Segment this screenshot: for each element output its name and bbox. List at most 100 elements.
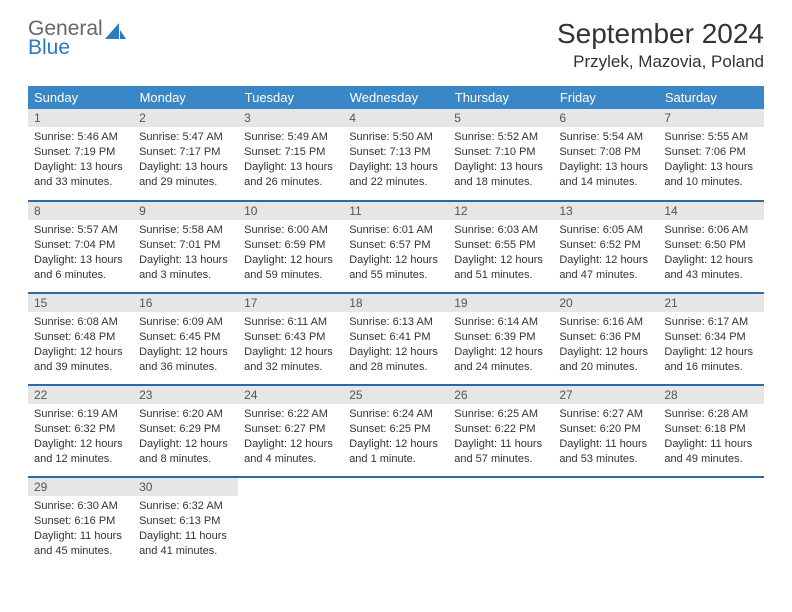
day-details: Sunrise: 5:47 AMSunset: 7:17 PMDaylight:… (133, 127, 238, 193)
weekday-wed: Wednesday (343, 86, 448, 109)
calendar-cell: 2Sunrise: 5:47 AMSunset: 7:17 PMDaylight… (133, 109, 238, 201)
day-number: 25 (343, 386, 448, 404)
calendar-cell: 6Sunrise: 5:54 AMSunset: 7:08 PMDaylight… (553, 109, 658, 201)
day-number: 21 (658, 294, 763, 312)
day-details: Sunrise: 5:57 AMSunset: 7:04 PMDaylight:… (28, 220, 133, 286)
calendar-cell: 25Sunrise: 6:24 AMSunset: 6:25 PMDayligh… (343, 385, 448, 477)
logo-line2: Blue (28, 37, 103, 58)
calendar-cell: 13Sunrise: 6:05 AMSunset: 6:52 PMDayligh… (553, 201, 658, 293)
page-header: General Blue September 2024 Przylek, Maz… (0, 0, 792, 80)
day-details: Sunrise: 6:32 AMSunset: 6:13 PMDaylight:… (133, 496, 238, 562)
calendar-week: 15Sunrise: 6:08 AMSunset: 6:48 PMDayligh… (28, 293, 764, 385)
day-number: 22 (28, 386, 133, 404)
day-number: 3 (238, 109, 343, 127)
day-number: 10 (238, 202, 343, 220)
day-details: Sunrise: 5:52 AMSunset: 7:10 PMDaylight:… (448, 127, 553, 193)
day-number: 23 (133, 386, 238, 404)
day-details: Sunrise: 6:25 AMSunset: 6:22 PMDaylight:… (448, 404, 553, 470)
day-details: Sunrise: 5:58 AMSunset: 7:01 PMDaylight:… (133, 220, 238, 286)
weekday-thu: Thursday (448, 86, 553, 109)
day-details: Sunrise: 6:05 AMSunset: 6:52 PMDaylight:… (553, 220, 658, 286)
day-number: 15 (28, 294, 133, 312)
day-number: 17 (238, 294, 343, 312)
weekday-tue: Tuesday (238, 86, 343, 109)
calendar-cell: 21Sunrise: 6:17 AMSunset: 6:34 PMDayligh… (658, 293, 763, 385)
calendar-cell (343, 477, 448, 569)
calendar-cell: 20Sunrise: 6:16 AMSunset: 6:36 PMDayligh… (553, 293, 658, 385)
title-block: September 2024 Przylek, Mazovia, Poland (557, 18, 764, 72)
calendar-cell: 23Sunrise: 6:20 AMSunset: 6:29 PMDayligh… (133, 385, 238, 477)
day-number: 18 (343, 294, 448, 312)
calendar-cell: 12Sunrise: 6:03 AMSunset: 6:55 PMDayligh… (448, 201, 553, 293)
calendar-cell: 24Sunrise: 6:22 AMSunset: 6:27 PMDayligh… (238, 385, 343, 477)
day-details: Sunrise: 6:11 AMSunset: 6:43 PMDaylight:… (238, 312, 343, 378)
calendar-cell: 19Sunrise: 6:14 AMSunset: 6:39 PMDayligh… (448, 293, 553, 385)
calendar-cell: 8Sunrise: 5:57 AMSunset: 7:04 PMDaylight… (28, 201, 133, 293)
calendar-cell: 27Sunrise: 6:27 AMSunset: 6:20 PMDayligh… (553, 385, 658, 477)
day-details: Sunrise: 6:01 AMSunset: 6:57 PMDaylight:… (343, 220, 448, 286)
calendar-cell: 14Sunrise: 6:06 AMSunset: 6:50 PMDayligh… (658, 201, 763, 293)
calendar-cell: 7Sunrise: 5:55 AMSunset: 7:06 PMDaylight… (658, 109, 763, 201)
day-details: Sunrise: 6:22 AMSunset: 6:27 PMDaylight:… (238, 404, 343, 470)
day-number: 14 (658, 202, 763, 220)
day-details: Sunrise: 5:49 AMSunset: 7:15 PMDaylight:… (238, 127, 343, 193)
calendar-cell: 18Sunrise: 6:13 AMSunset: 6:41 PMDayligh… (343, 293, 448, 385)
day-number: 1 (28, 109, 133, 127)
calendar-cell: 4Sunrise: 5:50 AMSunset: 7:13 PMDaylight… (343, 109, 448, 201)
month-title: September 2024 (557, 18, 764, 50)
day-details: Sunrise: 5:50 AMSunset: 7:13 PMDaylight:… (343, 127, 448, 193)
weekday-header-row: Sunday Monday Tuesday Wednesday Thursday… (28, 86, 764, 109)
calendar-cell: 26Sunrise: 6:25 AMSunset: 6:22 PMDayligh… (448, 385, 553, 477)
day-number: 6 (553, 109, 658, 127)
day-number: 24 (238, 386, 343, 404)
day-details: Sunrise: 6:27 AMSunset: 6:20 PMDaylight:… (553, 404, 658, 470)
day-details: Sunrise: 6:20 AMSunset: 6:29 PMDaylight:… (133, 404, 238, 470)
calendar-cell: 28Sunrise: 6:28 AMSunset: 6:18 PMDayligh… (658, 385, 763, 477)
day-details: Sunrise: 6:16 AMSunset: 6:36 PMDaylight:… (553, 312, 658, 378)
day-details: Sunrise: 6:30 AMSunset: 6:16 PMDaylight:… (28, 496, 133, 562)
calendar-cell (658, 477, 763, 569)
calendar-week: 8Sunrise: 5:57 AMSunset: 7:04 PMDaylight… (28, 201, 764, 293)
calendar-cell: 11Sunrise: 6:01 AMSunset: 6:57 PMDayligh… (343, 201, 448, 293)
day-number: 30 (133, 478, 238, 496)
weekday-sun: Sunday (28, 86, 133, 109)
day-details: Sunrise: 6:14 AMSunset: 6:39 PMDaylight:… (448, 312, 553, 378)
calendar-cell: 9Sunrise: 5:58 AMSunset: 7:01 PMDaylight… (133, 201, 238, 293)
calendar-cell (448, 477, 553, 569)
day-number: 2 (133, 109, 238, 127)
day-details: Sunrise: 6:03 AMSunset: 6:55 PMDaylight:… (448, 220, 553, 286)
calendar-cell: 29Sunrise: 6:30 AMSunset: 6:16 PMDayligh… (28, 477, 133, 569)
day-details: Sunrise: 5:54 AMSunset: 7:08 PMDaylight:… (553, 127, 658, 193)
weekday-sat: Saturday (658, 86, 763, 109)
day-details: Sunrise: 6:24 AMSunset: 6:25 PMDaylight:… (343, 404, 448, 470)
calendar-cell: 30Sunrise: 6:32 AMSunset: 6:13 PMDayligh… (133, 477, 238, 569)
calendar-cell: 5Sunrise: 5:52 AMSunset: 7:10 PMDaylight… (448, 109, 553, 201)
day-details: Sunrise: 6:13 AMSunset: 6:41 PMDaylight:… (343, 312, 448, 378)
logo: General Blue (28, 18, 127, 58)
calendar-cell: 17Sunrise: 6:11 AMSunset: 6:43 PMDayligh… (238, 293, 343, 385)
day-details: Sunrise: 6:09 AMSunset: 6:45 PMDaylight:… (133, 312, 238, 378)
day-details: Sunrise: 6:28 AMSunset: 6:18 PMDaylight:… (658, 404, 763, 470)
day-details: Sunrise: 6:08 AMSunset: 6:48 PMDaylight:… (28, 312, 133, 378)
day-number: 16 (133, 294, 238, 312)
day-number: 28 (658, 386, 763, 404)
day-number: 20 (553, 294, 658, 312)
calendar-week: 22Sunrise: 6:19 AMSunset: 6:32 PMDayligh… (28, 385, 764, 477)
calendar-cell: 1Sunrise: 5:46 AMSunset: 7:19 PMDaylight… (28, 109, 133, 201)
calendar-week: 1Sunrise: 5:46 AMSunset: 7:19 PMDaylight… (28, 109, 764, 201)
calendar-week: 29Sunrise: 6:30 AMSunset: 6:16 PMDayligh… (28, 477, 764, 569)
day-number: 13 (553, 202, 658, 220)
calendar-cell: 15Sunrise: 6:08 AMSunset: 6:48 PMDayligh… (28, 293, 133, 385)
day-details: Sunrise: 6:19 AMSunset: 6:32 PMDaylight:… (28, 404, 133, 470)
weekday-mon: Monday (133, 86, 238, 109)
day-number: 7 (658, 109, 763, 127)
calendar-cell: 10Sunrise: 6:00 AMSunset: 6:59 PMDayligh… (238, 201, 343, 293)
logo-sail-icon (105, 21, 127, 45)
calendar-cell: 22Sunrise: 6:19 AMSunset: 6:32 PMDayligh… (28, 385, 133, 477)
day-number: 5 (448, 109, 553, 127)
day-details: Sunrise: 6:00 AMSunset: 6:59 PMDaylight:… (238, 220, 343, 286)
calendar-table: Sunday Monday Tuesday Wednesday Thursday… (28, 86, 764, 569)
day-details: Sunrise: 5:55 AMSunset: 7:06 PMDaylight:… (658, 127, 763, 193)
calendar-cell: 3Sunrise: 5:49 AMSunset: 7:15 PMDaylight… (238, 109, 343, 201)
day-number: 9 (133, 202, 238, 220)
